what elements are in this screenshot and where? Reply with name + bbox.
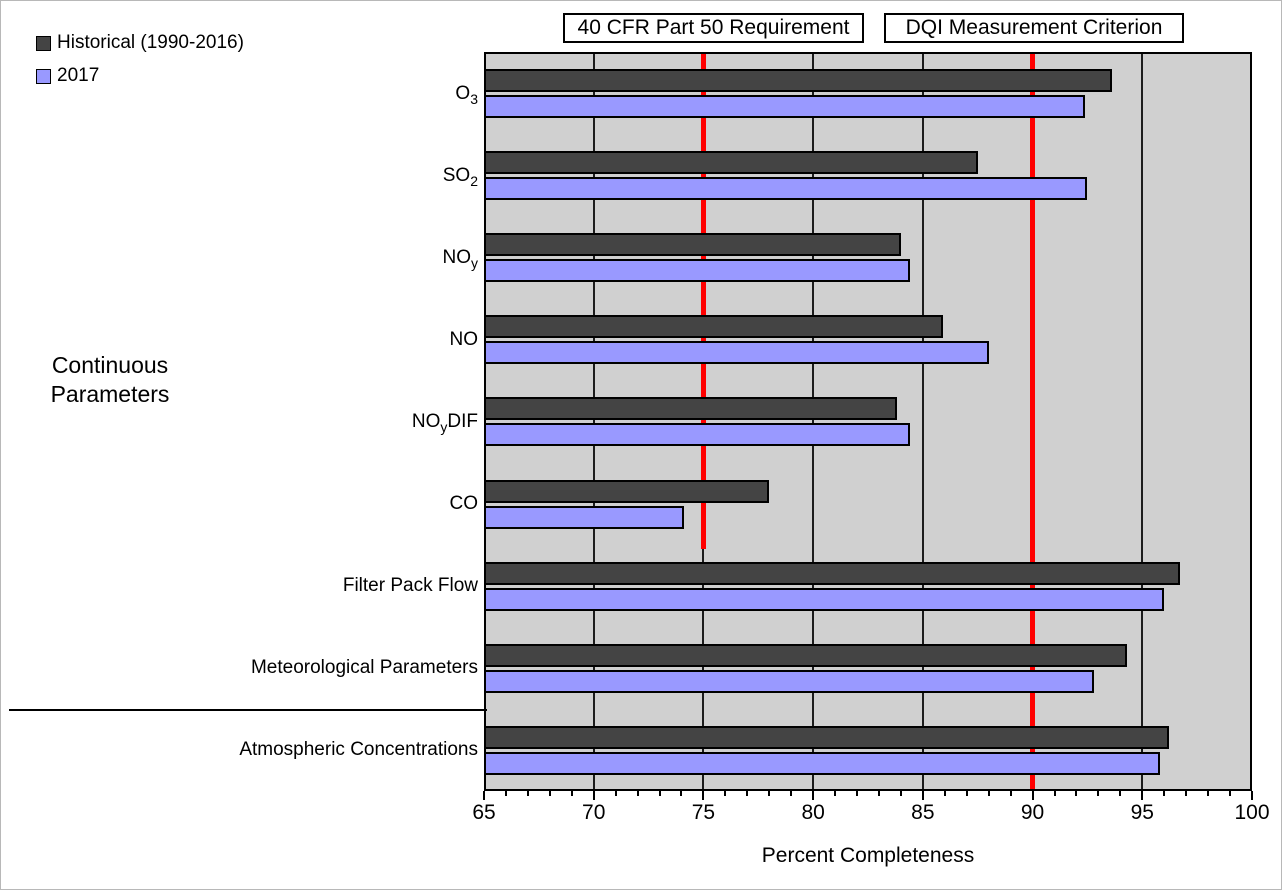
x-tick-label-90: 90 (1020, 801, 1045, 824)
gridline-85 (921, 52, 924, 791)
category-separator-line (9, 709, 487, 711)
legend: Historical (1990-2016) 2017 (36, 31, 244, 97)
x-minor-tick (1207, 791, 1210, 796)
category-label-noydif: NOyDIF (411, 410, 478, 435)
bar-2017-so2 (484, 177, 1088, 201)
bar-historical-o3 (484, 69, 1112, 92)
legend-item-2017: 2017 (36, 64, 244, 88)
x-minor-tick (834, 791, 837, 796)
legend-label-2017: 2017 (57, 65, 100, 86)
bar-historical-meteorological-parameters (484, 643, 1127, 667)
gridline-80 (812, 52, 815, 791)
x-minor-tick (856, 791, 859, 796)
x-minor-tick (1119, 791, 1122, 796)
ref-box-cfr-label: 40 CFR Part 50 Requirement (577, 16, 850, 39)
x-minor-tick (658, 791, 661, 796)
bar-historical-co (484, 479, 770, 503)
x-major-tick-85 (921, 791, 924, 800)
bar-historical-no (484, 315, 943, 339)
x-minor-tick (1053, 791, 1056, 796)
plot-area (484, 52, 1252, 791)
x-minor-tick (526, 791, 529, 796)
x-minor-tick (943, 791, 946, 796)
x-minor-tick (987, 791, 990, 796)
x-tick-label-85: 85 (911, 801, 935, 824)
bar-historical-noy (484, 233, 901, 257)
ref-box-dqi-criterion: DQI Measurement Criterion (884, 13, 1184, 43)
x-minor-tick (899, 791, 902, 796)
x-minor-tick (680, 791, 683, 796)
x-minor-tick (636, 791, 639, 796)
group-label-continuous-parameters: Continuous Parameters (19, 351, 201, 409)
category-label-no: NO (449, 328, 479, 350)
x-major-tick-80 (812, 791, 815, 800)
group-label-line1: Continuous (51, 352, 169, 378)
x-tick-label-95: 95 (1130, 801, 1154, 824)
bar-2017-atmospheric-concentrations (484, 751, 1160, 775)
bar-2017-noy (484, 259, 910, 283)
category-label-noy: NOy (442, 246, 479, 271)
bar-2017-o3 (484, 95, 1086, 118)
bar-historical-atmospheric-concentrations (484, 725, 1169, 749)
legend-label-historical: Historical (1990-2016) (57, 32, 244, 53)
x-minor-tick (790, 791, 793, 796)
x-major-tick-95 (1141, 791, 1144, 800)
x-tick-label-80: 80 (801, 801, 825, 824)
x-major-tick-90 (1031, 791, 1034, 800)
gridline-70 (592, 52, 595, 791)
gridline-95 (1141, 52, 1144, 791)
x-minor-tick (614, 791, 617, 796)
x-minor-tick (724, 791, 727, 796)
category-label-co: CO (449, 493, 479, 515)
category-label-filter-pack-flow: Filter Pack Flow (342, 575, 478, 597)
x-minor-tick (1229, 791, 1232, 796)
x-major-tick-100 (1251, 791, 1253, 800)
bar-2017-filter-pack-flow (484, 587, 1165, 611)
x-minor-tick (1097, 791, 1100, 796)
x-minor-tick (504, 791, 507, 796)
x-major-tick-65 (483, 791, 485, 800)
x-minor-tick (1009, 791, 1012, 796)
category-label-so2: SO2 (442, 164, 478, 189)
x-minor-tick (570, 791, 573, 796)
x-tick-label-70: 70 (582, 801, 606, 824)
bar-2017-meteorological-parameters (484, 669, 1094, 693)
ref-box-dqi-label: DQI Measurement Criterion (905, 16, 1163, 39)
ref-box-cfr-requirement: 40 CFR Part 50 Requirement (563, 13, 864, 43)
x-axis-ticks (483, 791, 1253, 803)
x-minor-tick (548, 791, 551, 796)
historical-swatch-icon (36, 35, 51, 51)
x-tick-label-75: 75 (691, 801, 716, 824)
bar-historical-so2 (484, 151, 978, 175)
x-minor-tick (965, 791, 968, 796)
reference-line-90 (1030, 52, 1036, 791)
x-tick-label-100: 100 (1234, 801, 1270, 824)
x-axis-title: Percent Completeness (761, 844, 975, 867)
x-minor-tick (1185, 791, 1188, 796)
x-major-tick-75 (702, 791, 705, 800)
bar-2017-co (484, 505, 684, 529)
legend-item-historical: Historical (1990-2016) (36, 31, 244, 55)
category-label-o3: O3 (455, 82, 478, 107)
x-major-tick-70 (592, 791, 595, 800)
x-minor-tick (746, 791, 749, 796)
category-label-meteorological-parameters: Meteorological Parameters (250, 657, 478, 679)
x-minor-tick (1075, 791, 1078, 796)
x-minor-tick (877, 791, 880, 796)
2017-swatch-icon (36, 68, 51, 84)
group-label-line2: Parameters (50, 381, 170, 407)
bar-historical-noydif (484, 397, 897, 421)
x-minor-tick (1163, 791, 1166, 796)
reference-line-75 (700, 52, 706, 549)
bar-historical-filter-pack-flow (484, 561, 1180, 585)
x-tick-label-65: 65 (472, 801, 496, 824)
category-label-atmospheric-concentrations: Atmospheric Concentrations (239, 739, 478, 761)
bar-2017-noydif (484, 423, 910, 447)
bar-2017-no (484, 341, 989, 365)
x-minor-tick (768, 791, 771, 796)
category-labels: O3 SO2 NOy NO NOyDIF CO Filter Pack Flow Meteor… (1, 52, 478, 791)
